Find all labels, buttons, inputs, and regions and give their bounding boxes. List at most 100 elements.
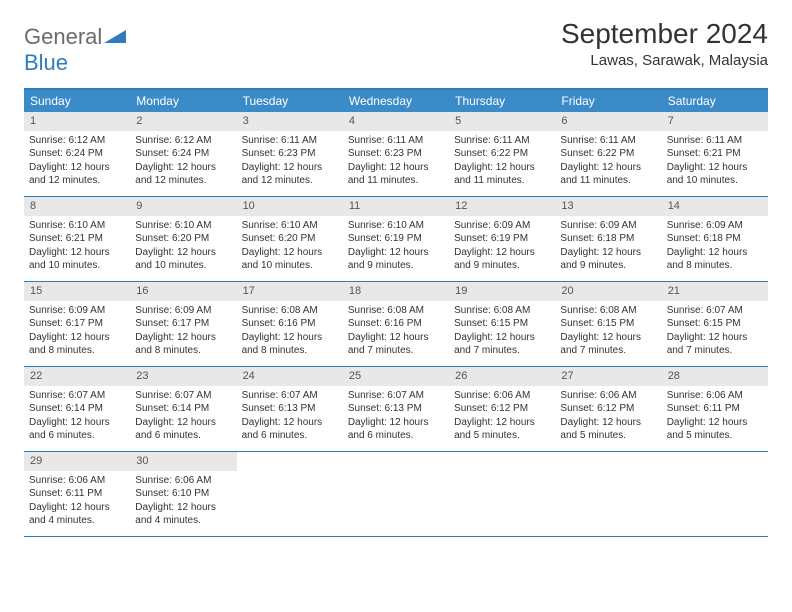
daylight-text: Daylight: 12 hours and 9 minutes. (454, 246, 550, 273)
day-number: 28 (662, 367, 768, 386)
sunset-text: Sunset: 6:21 PM (29, 232, 125, 246)
sunset-text: Sunset: 6:12 PM (560, 402, 656, 416)
daylight-text: Daylight: 12 hours and 10 minutes. (667, 161, 763, 188)
sunset-text: Sunset: 6:15 PM (667, 317, 763, 331)
day-cell: 13Sunrise: 6:09 AMSunset: 6:18 PMDayligh… (555, 197, 661, 281)
day-body: Sunrise: 6:07 AMSunset: 6:13 PMDaylight:… (343, 386, 449, 448)
day-cell: 17Sunrise: 6:08 AMSunset: 6:16 PMDayligh… (237, 282, 343, 366)
day-cell: 29Sunrise: 6:06 AMSunset: 6:11 PMDayligh… (24, 452, 130, 536)
sunset-text: Sunset: 6:23 PM (348, 147, 444, 161)
daylight-text: Daylight: 12 hours and 12 minutes. (29, 161, 125, 188)
calendar-table: Sunday Monday Tuesday Wednesday Thursday… (24, 88, 768, 537)
dow-monday: Monday (130, 90, 236, 112)
daylight-text: Daylight: 12 hours and 9 minutes. (560, 246, 656, 273)
day-body: Sunrise: 6:07 AMSunset: 6:14 PMDaylight:… (24, 386, 130, 448)
dow-tuesday: Tuesday (237, 90, 343, 112)
day-number: 13 (555, 197, 661, 216)
day-number: 29 (24, 452, 130, 471)
daylight-text: Daylight: 12 hours and 10 minutes. (29, 246, 125, 273)
day-cell: 18Sunrise: 6:08 AMSunset: 6:16 PMDayligh… (343, 282, 449, 366)
day-cell (343, 452, 449, 536)
day-cell (237, 452, 343, 536)
sunrise-text: Sunrise: 6:10 AM (242, 219, 338, 233)
day-body: Sunrise: 6:06 AMSunset: 6:11 PMDaylight:… (662, 386, 768, 448)
sunrise-text: Sunrise: 6:06 AM (135, 474, 231, 488)
day-number: 22 (24, 367, 130, 386)
day-number: 3 (237, 112, 343, 131)
day-body: Sunrise: 6:11 AMSunset: 6:22 PMDaylight:… (555, 131, 661, 193)
dow-wednesday: Wednesday (343, 90, 449, 112)
day-cell: 26Sunrise: 6:06 AMSunset: 6:12 PMDayligh… (449, 367, 555, 451)
day-cell: 14Sunrise: 6:09 AMSunset: 6:18 PMDayligh… (662, 197, 768, 281)
sunrise-text: Sunrise: 6:09 AM (29, 304, 125, 318)
sunrise-text: Sunrise: 6:11 AM (242, 134, 338, 148)
sunset-text: Sunset: 6:16 PM (348, 317, 444, 331)
sunset-text: Sunset: 6:24 PM (135, 147, 231, 161)
sunrise-text: Sunrise: 6:11 AM (454, 134, 550, 148)
day-cell: 27Sunrise: 6:06 AMSunset: 6:12 PMDayligh… (555, 367, 661, 451)
day-number: 15 (24, 282, 130, 301)
daylight-text: Daylight: 12 hours and 6 minutes. (242, 416, 338, 443)
sunrise-text: Sunrise: 6:10 AM (135, 219, 231, 233)
sunset-text: Sunset: 6:14 PM (135, 402, 231, 416)
sunset-text: Sunset: 6:21 PM (667, 147, 763, 161)
week-row: 8Sunrise: 6:10 AMSunset: 6:21 PMDaylight… (24, 197, 768, 282)
day-cell: 9Sunrise: 6:10 AMSunset: 6:20 PMDaylight… (130, 197, 236, 281)
daylight-text: Daylight: 12 hours and 10 minutes. (242, 246, 338, 273)
sunset-text: Sunset: 6:11 PM (29, 487, 125, 501)
sunset-text: Sunset: 6:19 PM (348, 232, 444, 246)
page-header: General Blue September 2024 Lawas, Saraw… (24, 18, 768, 76)
day-body: Sunrise: 6:10 AMSunset: 6:20 PMDaylight:… (130, 216, 236, 278)
sunrise-text: Sunrise: 6:10 AM (348, 219, 444, 233)
day-body: Sunrise: 6:11 AMSunset: 6:21 PMDaylight:… (662, 131, 768, 193)
sunrise-text: Sunrise: 6:08 AM (348, 304, 444, 318)
day-body: Sunrise: 6:12 AMSunset: 6:24 PMDaylight:… (130, 131, 236, 193)
sunset-text: Sunset: 6:17 PM (29, 317, 125, 331)
day-of-week-header: Sunday Monday Tuesday Wednesday Thursday… (24, 90, 768, 112)
dow-thursday: Thursday (449, 90, 555, 112)
sunrise-text: Sunrise: 6:06 AM (667, 389, 763, 403)
daylight-text: Daylight: 12 hours and 9 minutes. (348, 246, 444, 273)
sunset-text: Sunset: 6:22 PM (454, 147, 550, 161)
week-row: 1Sunrise: 6:12 AMSunset: 6:24 PMDaylight… (24, 112, 768, 197)
sunrise-text: Sunrise: 6:09 AM (135, 304, 231, 318)
daylight-text: Daylight: 12 hours and 8 minutes. (667, 246, 763, 273)
daylight-text: Daylight: 12 hours and 6 minutes. (135, 416, 231, 443)
daylight-text: Daylight: 12 hours and 4 minutes. (135, 501, 231, 528)
day-cell: 24Sunrise: 6:07 AMSunset: 6:13 PMDayligh… (237, 367, 343, 451)
day-cell: 7Sunrise: 6:11 AMSunset: 6:21 PMDaylight… (662, 112, 768, 196)
sunrise-text: Sunrise: 6:07 AM (29, 389, 125, 403)
daylight-text: Daylight: 12 hours and 11 minutes. (454, 161, 550, 188)
daylight-text: Daylight: 12 hours and 6 minutes. (29, 416, 125, 443)
day-body: Sunrise: 6:06 AMSunset: 6:12 PMDaylight:… (555, 386, 661, 448)
sunset-text: Sunset: 6:20 PM (135, 232, 231, 246)
day-number: 7 (662, 112, 768, 131)
sunset-text: Sunset: 6:13 PM (348, 402, 444, 416)
daylight-text: Daylight: 12 hours and 7 minutes. (348, 331, 444, 358)
sunrise-text: Sunrise: 6:07 AM (135, 389, 231, 403)
sunset-text: Sunset: 6:24 PM (29, 147, 125, 161)
sunrise-text: Sunrise: 6:11 AM (560, 134, 656, 148)
day-cell: 3Sunrise: 6:11 AMSunset: 6:23 PMDaylight… (237, 112, 343, 196)
day-number: 25 (343, 367, 449, 386)
daylight-text: Daylight: 12 hours and 10 minutes. (135, 246, 231, 273)
sunrise-text: Sunrise: 6:09 AM (667, 219, 763, 233)
day-number: 11 (343, 197, 449, 216)
daylight-text: Daylight: 12 hours and 5 minutes. (560, 416, 656, 443)
sunrise-text: Sunrise: 6:09 AM (560, 219, 656, 233)
week-row: 15Sunrise: 6:09 AMSunset: 6:17 PMDayligh… (24, 282, 768, 367)
day-cell: 15Sunrise: 6:09 AMSunset: 6:17 PMDayligh… (24, 282, 130, 366)
title-block: September 2024 Lawas, Sarawak, Malaysia (561, 18, 768, 69)
day-cell: 4Sunrise: 6:11 AMSunset: 6:23 PMDaylight… (343, 112, 449, 196)
day-cell: 21Sunrise: 6:07 AMSunset: 6:15 PMDayligh… (662, 282, 768, 366)
day-cell (662, 452, 768, 536)
dow-saturday: Saturday (662, 90, 768, 112)
day-body: Sunrise: 6:09 AMSunset: 6:17 PMDaylight:… (24, 301, 130, 363)
brand-logo: General Blue (24, 24, 126, 76)
daylight-text: Daylight: 12 hours and 8 minutes. (135, 331, 231, 358)
day-body: Sunrise: 6:10 AMSunset: 6:20 PMDaylight:… (237, 216, 343, 278)
sunrise-text: Sunrise: 6:11 AM (348, 134, 444, 148)
daylight-text: Daylight: 12 hours and 4 minutes. (29, 501, 125, 528)
day-number: 21 (662, 282, 768, 301)
day-number: 19 (449, 282, 555, 301)
